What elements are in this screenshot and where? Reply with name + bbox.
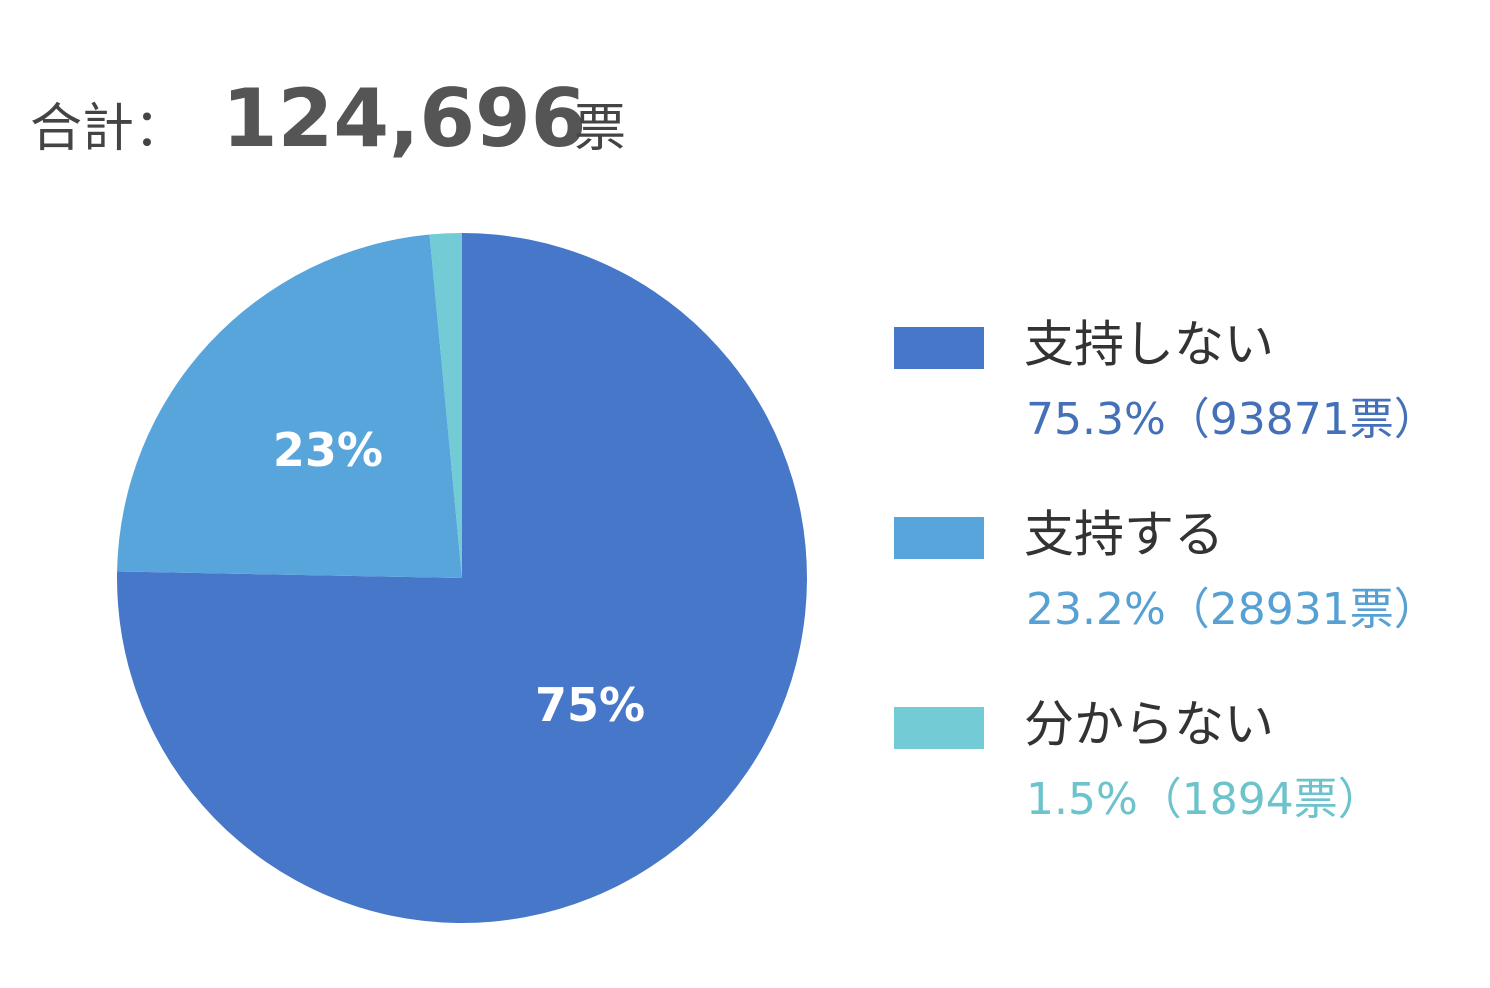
pie-slice [117, 234, 463, 578]
legend-swatch [894, 327, 984, 369]
slice-label: 75% [535, 678, 645, 732]
pie-slice [116, 233, 807, 923]
title-unit: 票 [574, 99, 626, 159]
legend-detail: 23.2%（28931票） [1026, 584, 1438, 635]
title-prefix: 合計： [30, 99, 186, 159]
legend-label: 支持する [1024, 506, 1224, 564]
pie-slice [429, 233, 462, 578]
title-total: 124,696 [222, 72, 586, 165]
legend-detail: 1.5%（1894票） [1026, 774, 1382, 825]
slice-label: 23% [273, 423, 383, 477]
legend-swatch [894, 707, 984, 749]
legend-label: 支持しない [1024, 316, 1274, 374]
legend-label: 分からない [1024, 696, 1274, 754]
legend-detail: 75.3%（93871票） [1026, 394, 1438, 445]
legend-swatch [894, 517, 984, 559]
